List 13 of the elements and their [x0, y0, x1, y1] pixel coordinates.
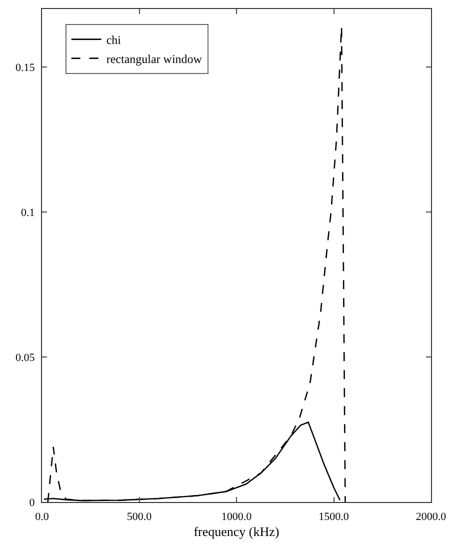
x-tick-label: 1500.0: [318, 511, 350, 524]
y-tick-label: 0.15: [16, 62, 36, 74]
x-tick-label: 0.0: [35, 511, 50, 524]
y-tick-label: 0.05: [16, 352, 36, 364]
legend-label: chi: [106, 32, 122, 47]
x-axis-title: frequency (kHz): [194, 524, 280, 539]
x-tick-label: 500.0: [126, 511, 152, 524]
x-tick-label: 1000.0: [221, 511, 252, 524]
y-tick-label: 0.1: [21, 206, 35, 219]
line-series: [47, 26, 346, 502]
legend-label: rectangular window: [106, 52, 202, 66]
y-tick-label: 0: [29, 496, 36, 509]
x-tick-label: 2000.0: [416, 511, 447, 524]
